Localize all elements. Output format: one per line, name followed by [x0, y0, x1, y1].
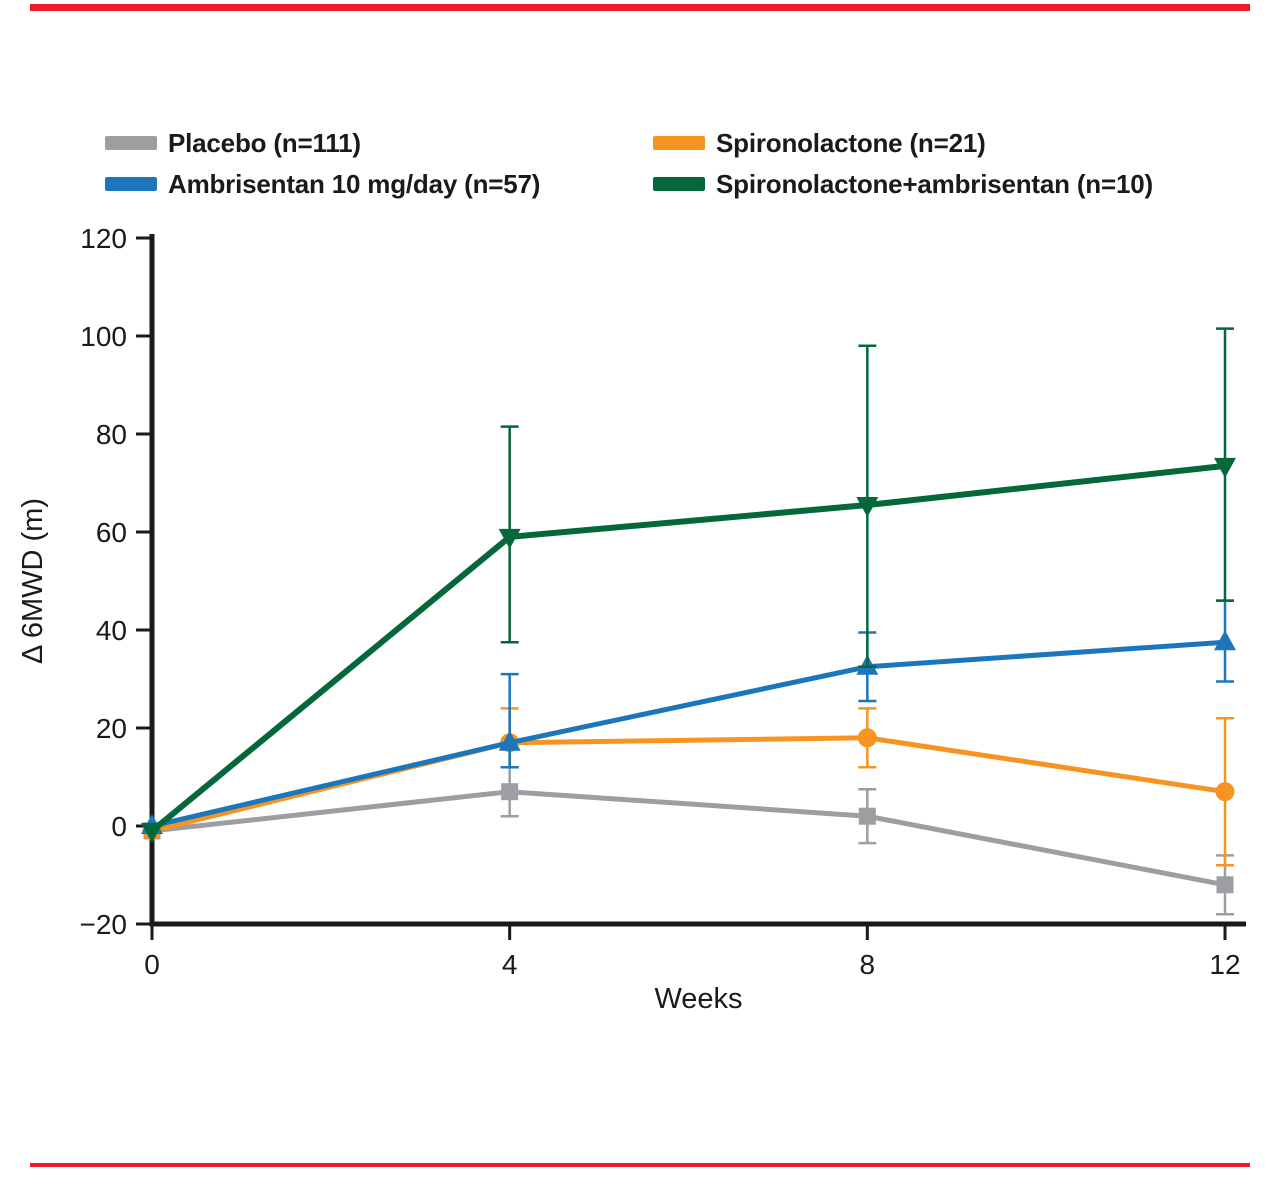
x-tick-label: 8 [860, 949, 876, 980]
y-tick-label: 0 [111, 811, 127, 842]
legend-swatch-combo [653, 177, 705, 191]
legend-item-combo: Spironolactone+ambrisentan (n=10) [653, 169, 1153, 199]
y-tick-label: 100 [80, 321, 127, 352]
legend-label-placebo: Placebo (n=111) [168, 127, 361, 158]
y-tick-label: 20 [96, 713, 127, 744]
y-tick-label: 120 [80, 223, 127, 254]
series-ambrisentan [141, 599, 1236, 834]
y-axis-title: Δ 6MWD (m) [17, 498, 49, 664]
legend-swatch-spironolactone [653, 136, 705, 150]
y-tick-label: 80 [96, 419, 127, 450]
series-placebo [143, 765, 1234, 916]
x-axis-title: Weeks [654, 983, 742, 1015]
x-tick-label: 4 [502, 949, 518, 980]
y-tick-label: −20 [80, 909, 128, 940]
axes: −20 0 20 40 60 80 100 120 0 4 8 12 [80, 223, 1246, 980]
legend-label-ambrisentan: Ambrisentan 10 mg/day (n=57) [168, 168, 541, 199]
x-tick-label: 12 [1209, 949, 1240, 980]
y-tick-label: 60 [96, 517, 127, 548]
legend-item-spironolactone: Spironolactone (n=21) [653, 128, 1153, 158]
legend-item-placebo: Placebo (n=111) [105, 128, 653, 158]
legend-swatch-placebo [105, 136, 157, 150]
chart-legend: Placebo (n=111) Spironolactone (n=21) Am… [105, 128, 1153, 199]
top-rule [30, 4, 1250, 11]
series-spironolactone [142, 707, 1235, 867]
x-tick-label: 0 [144, 949, 160, 980]
legend-swatch-ambrisentan [105, 177, 157, 191]
bottom-rule [30, 1163, 1250, 1167]
legend-item-ambrisentan: Ambrisentan 10 mg/day (n=57) [105, 169, 653, 199]
series-combo [141, 327, 1236, 843]
legend-label-spironolactone: Spironolactone (n=21) [716, 127, 986, 158]
y-tick-label: 40 [96, 615, 127, 646]
legend-label-combo: Spironolactone+ambrisentan (n=10) [716, 168, 1153, 199]
